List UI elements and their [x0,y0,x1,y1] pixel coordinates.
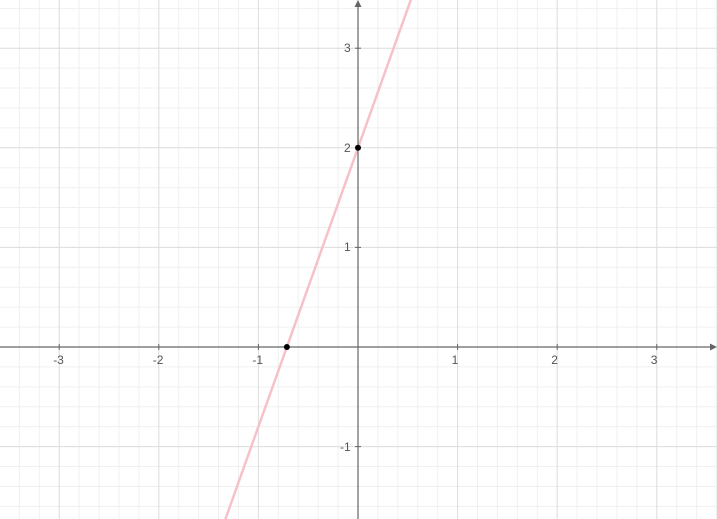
coordinate-plane: -3 -2 -1 1 2 3 -1 1 2 3 [0,0,717,519]
x-tick-label: 2 [551,353,558,367]
x-tick-label: 1 [452,353,459,367]
x-tick-label: -1 [252,353,263,367]
y-tick-label: 3 [344,41,351,55]
x-tick-label: 3 [651,353,658,367]
x-tick-label: -3 [53,353,64,367]
plot-svg [0,0,717,519]
x-tick-label: -2 [153,353,164,367]
y-tick-label: 2 [344,141,351,155]
y-tick-label: 1 [344,240,351,254]
y-tick-label: -1 [340,440,351,454]
